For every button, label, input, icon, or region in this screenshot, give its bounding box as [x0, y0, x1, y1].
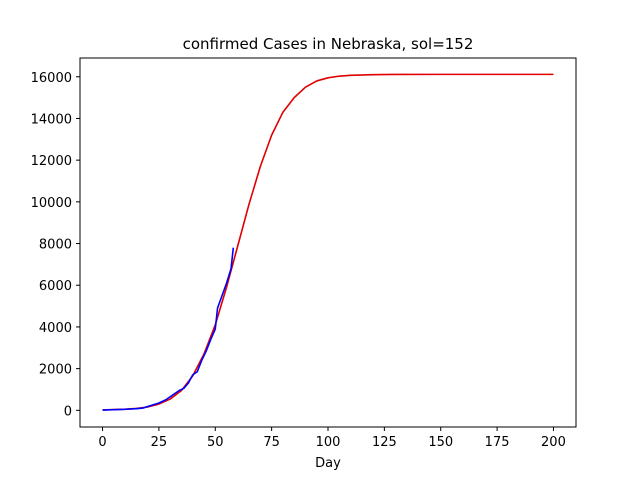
plot-frame — [79, 57, 577, 428]
x-axis: 0 25 50 75 100 125 150 175 200 — [98, 427, 566, 450]
x-tick-label: 75 — [263, 435, 280, 450]
x-tick-label: 50 — [207, 435, 224, 450]
series-line-1 — [102, 73, 554, 411]
x-tick-label: 150 — [428, 435, 453, 450]
x-tick-label: 0 — [98, 435, 106, 450]
y-tick-label: 4000 — [39, 321, 72, 336]
y-tick-label: 6000 — [39, 279, 72, 294]
x-tick-label: 175 — [485, 435, 510, 450]
y-tick-label: 8000 — [39, 238, 72, 253]
y-tick-label: 10000 — [31, 196, 72, 211]
series-line-2 — [102, 247, 235, 411]
y-tick-label: 14000 — [31, 112, 72, 127]
y-tick-label: 16000 — [31, 71, 72, 86]
series-layer — [102, 73, 554, 411]
chart-title: confirmed Cases in Nebraska, sol=152 — [183, 35, 474, 53]
y-tick-label: 12000 — [31, 154, 72, 169]
y-tick-label: 2000 — [39, 363, 72, 378]
x-tick-label: 25 — [151, 435, 168, 450]
x-tick-label: 100 — [316, 435, 341, 450]
y-axis: 0 2000 4000 6000 8000 10000 12000 14000 16000 — [31, 71, 80, 419]
x-tick-label: 200 — [541, 435, 566, 450]
x-axis-label: Day — [315, 456, 341, 471]
y-tick-label: 0 — [64, 404, 72, 419]
x-tick-label: 125 — [372, 435, 397, 450]
